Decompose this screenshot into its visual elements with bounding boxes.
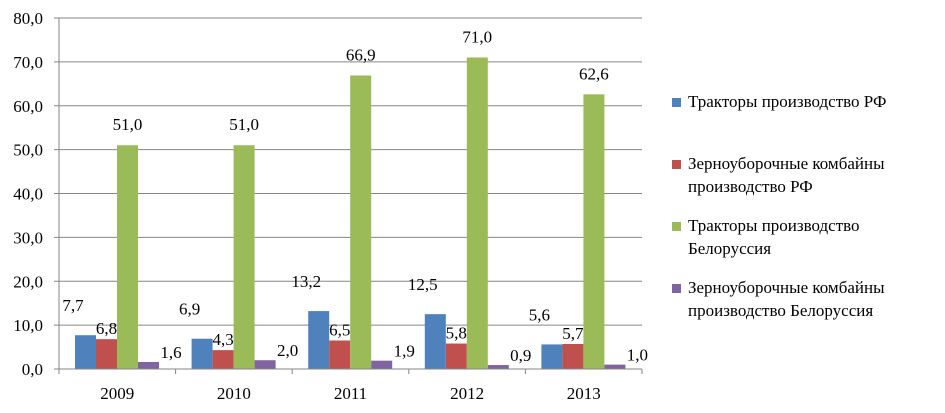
legend-label-combines-by: Зерноуборочные комбайны производство Бел… <box>688 276 945 322</box>
bar <box>138 362 159 369</box>
bar <box>446 344 467 369</box>
bar <box>467 57 488 369</box>
data-label: 13,2 <box>291 272 321 291</box>
data-label: 6,5 <box>329 320 350 339</box>
data-label: 4,3 <box>212 330 233 349</box>
data-label: 66,9 <box>346 45 376 64</box>
x-tick-label: 2010 <box>217 384 251 403</box>
bar <box>350 75 371 369</box>
y-tick-label: 30,0 <box>13 228 43 247</box>
bar <box>96 339 117 369</box>
data-label: 62,6 <box>579 64 609 83</box>
data-label: 1,6 <box>160 343 181 362</box>
legend-label-tractors-by: Тракторы производство Белоруссия <box>688 214 945 260</box>
bar <box>192 339 213 369</box>
legend-swatch-tractors-by <box>672 222 681 231</box>
data-label: 12,5 <box>408 275 438 294</box>
data-label: 51,0 <box>113 115 143 134</box>
legend-swatch-tractors-rf <box>672 98 681 107</box>
bar <box>541 344 562 369</box>
data-label: 2,0 <box>277 341 298 360</box>
y-tick-label: 0,0 <box>22 360 43 379</box>
y-tick-label: 40,0 <box>13 185 43 204</box>
bar <box>117 145 138 369</box>
legend-item-tractors-rf: Тракторы производство РФ <box>670 90 945 113</box>
legend-swatch-combines-rf <box>672 160 681 169</box>
legend-item-combines-rf: Зерноуборочные комбайны производство РФ <box>670 152 945 198</box>
y-tick-label: 20,0 <box>13 272 43 291</box>
x-axis-tick-labels: 2009 2010 2011 2012 2013 <box>100 384 600 403</box>
x-tick-label: 2011 <box>334 384 367 403</box>
bar <box>371 361 392 369</box>
bar <box>583 94 604 369</box>
data-label: 5,6 <box>529 305 550 324</box>
bar <box>562 344 583 369</box>
bar <box>234 145 255 369</box>
data-label: 1,0 <box>627 346 648 365</box>
data-label: 5,7 <box>562 324 584 343</box>
y-tick-label: 50,0 <box>13 141 43 160</box>
data-label: 6,8 <box>96 319 117 338</box>
legend-item-combines-by: Зерноуборочные комбайны производство Бел… <box>670 276 945 322</box>
legend-label-combines-rf: Зерноуборочные комбайны производство РФ <box>688 152 945 198</box>
bar <box>308 311 329 369</box>
bar <box>255 360 276 369</box>
data-label: 5,8 <box>446 324 467 343</box>
data-label: 0,9 <box>510 346 531 365</box>
bar <box>604 365 625 369</box>
y-axis-tick-labels: 0,0 10,0 20,0 30,0 40,0 50,0 60,0 70,0 80,0 <box>13 9 43 379</box>
y-tick-label: 60,0 <box>13 97 43 116</box>
x-tick-label: 2013 <box>567 384 601 403</box>
bar <box>425 314 446 369</box>
bar <box>75 335 96 369</box>
y-tick-label: 70,0 <box>13 53 43 72</box>
data-label: 6,9 <box>179 300 200 319</box>
data-label: 51,0 <box>229 115 259 134</box>
legend-label-tractors-rf: Тракторы производство РФ <box>688 90 945 113</box>
data-label: 71,0 <box>462 27 492 46</box>
x-tick-label: 2012 <box>450 384 484 403</box>
bar <box>213 350 234 369</box>
data-label: 1,9 <box>394 342 415 361</box>
x-tick-label: 2009 <box>100 384 134 403</box>
bar <box>488 365 509 369</box>
legend-item-tractors-by: Тракторы производство Белоруссия <box>670 214 945 260</box>
y-tick-label: 10,0 <box>13 316 43 335</box>
bar <box>329 340 350 369</box>
y-tick-label: 80,0 <box>13 9 43 28</box>
data-label: 7,7 <box>62 296 84 315</box>
legend-swatch-combines-by <box>672 284 681 293</box>
